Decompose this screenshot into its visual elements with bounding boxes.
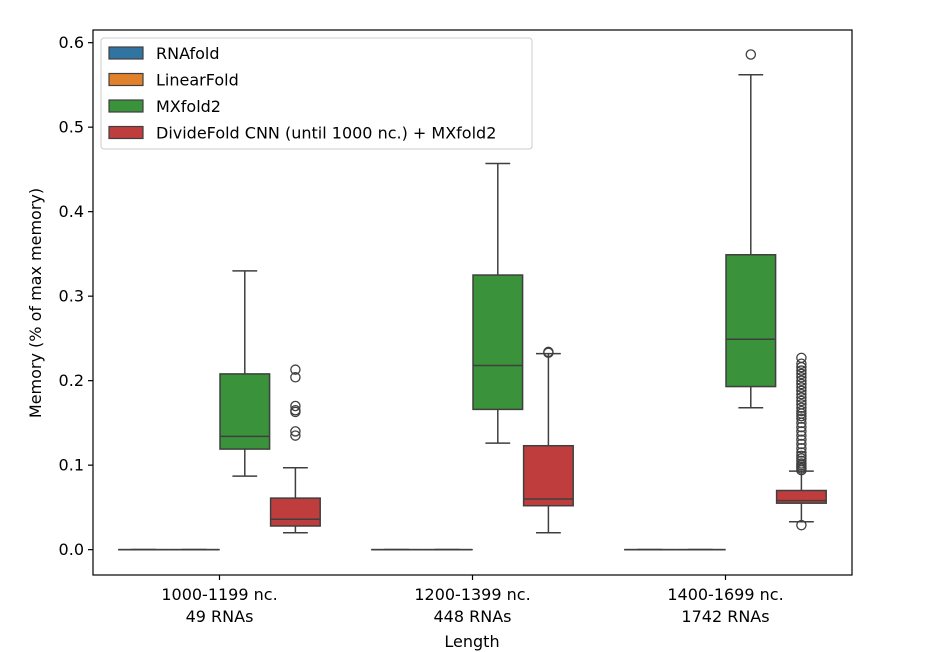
- outlier-point: [796, 410, 807, 422]
- outlier-point: [796, 426, 807, 437]
- y-axis-label: Memory (% of max memory): [26, 188, 45, 418]
- outlier-point: [796, 375, 807, 386]
- outlier-point: [290, 404, 301, 416]
- x-tick-sublabel: 49 RNAs: [186, 607, 254, 626]
- x-axis-label: Length: [444, 632, 499, 651]
- outlier-point: [796, 421, 807, 433]
- legend-label: MXfold2: [156, 97, 221, 116]
- outlier-point: [796, 368, 807, 380]
- legend-swatch: [108, 72, 144, 87]
- outlier-point: [796, 382, 807, 393]
- outlier-point: [796, 438, 807, 450]
- y-tick-label: 0.2: [59, 371, 84, 390]
- legend-label: LinearFold: [156, 71, 239, 90]
- box-2-2: [725, 49, 777, 409]
- x-tick-label: 1200-1399 nc.: [414, 585, 530, 604]
- box-body: [725, 254, 777, 388]
- outlier-point: [796, 372, 807, 383]
- box-body: [472, 274, 524, 411]
- outlier-point: [796, 405, 807, 417]
- outlier-point: [796, 365, 807, 376]
- box-3-1: [522, 346, 574, 534]
- legend-swatch: [108, 99, 144, 113]
- outlier-point: [796, 352, 807, 364]
- outlier-point: [796, 395, 807, 407]
- outlier-point: [796, 392, 807, 403]
- plot-area: [92, 29, 853, 576]
- y-tick-label: 0.0: [59, 540, 84, 559]
- outlier-point: [290, 372, 301, 383]
- box-2-1: [472, 162, 524, 444]
- outlier-point: [796, 455, 807, 467]
- box-body: [219, 373, 271, 450]
- legend-swatch: [108, 46, 144, 60]
- outlier-point: [796, 453, 807, 464]
- outlier-point: [796, 388, 807, 400]
- y-tick-label: 0.4: [59, 202, 84, 221]
- x-tick-label: 1000-1199 nc.: [161, 585, 277, 604]
- box-2-0: [219, 270, 271, 477]
- legend-swatch: [108, 125, 144, 140]
- outlier-point: [290, 430, 301, 441]
- x-tick-sublabel: 1742 RNAs: [681, 607, 769, 626]
- outlier-point: [796, 519, 807, 531]
- box-3-0: [269, 364, 321, 534]
- x-axis: 1000-1199 nc. 49 RNAs 1200-1399 nc. 448 RNA…: [161, 575, 784, 626]
- y-tick-label: 0.3: [59, 287, 84, 306]
- outlier-point: [796, 443, 807, 454]
- outlier-point: [796, 458, 807, 469]
- outlier-point: [796, 413, 807, 424]
- legend-label: DivideFold CNN (until 1000 nc.) + MXfold…: [156, 124, 496, 143]
- outlier-point: [796, 447, 807, 458]
- outlier-point: [290, 364, 301, 375]
- outlier-point: [796, 430, 807, 441]
- outlier-point: [290, 426, 301, 437]
- outlier-point: [796, 450, 807, 462]
- y-tick-label: 0.6: [59, 33, 84, 52]
- outlier-point: [290, 400, 301, 412]
- outlier-point: [796, 385, 807, 397]
- outlier-point: [796, 434, 807, 446]
- box-body: [522, 444, 574, 507]
- legend: RNAfold LinearFold MXfold2 DivideFold CNN (…: [100, 37, 533, 150]
- y-axis: 0.0 0.1 0.2 0.3 0.4 0.5 0.6: [59, 33, 93, 559]
- box-body: [269, 497, 321, 527]
- outlier-point: [796, 358, 807, 370]
- legend-box: [100, 37, 533, 150]
- outlier-point: [745, 49, 757, 60]
- x-tick-label: 1400-1699 nc.: [667, 585, 783, 604]
- y-tick-label: 0.1: [59, 456, 84, 475]
- x-tick-sublabel: 448 RNAs: [434, 607, 512, 626]
- outlier-point: [543, 346, 554, 358]
- outlier-point: [796, 402, 807, 413]
- y-tick-label: 0.5: [59, 118, 84, 137]
- legend-label: RNAfold: [156, 44, 219, 63]
- outlier-point: [796, 399, 807, 410]
- outlier-point: [796, 378, 807, 390]
- box-3-2: [775, 352, 827, 531]
